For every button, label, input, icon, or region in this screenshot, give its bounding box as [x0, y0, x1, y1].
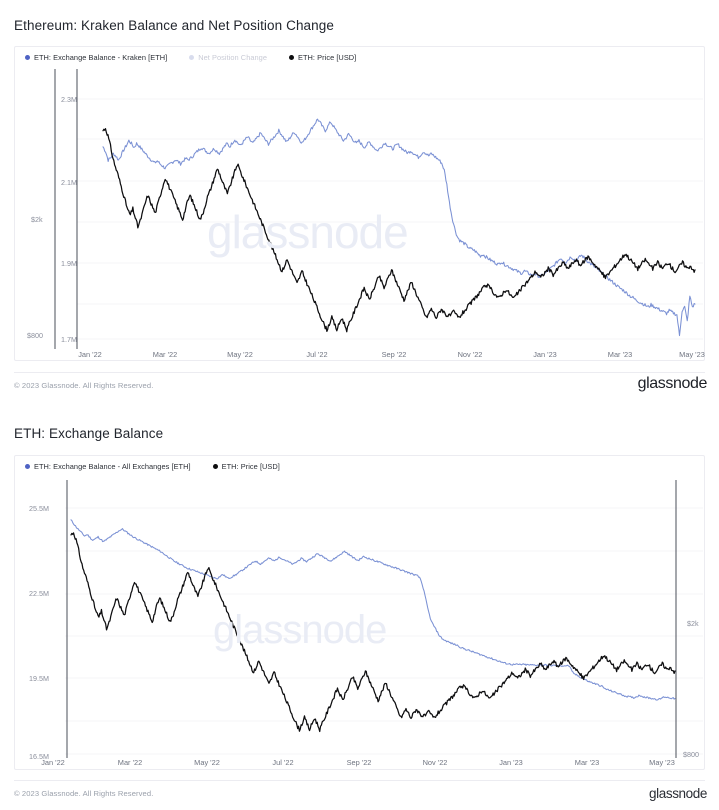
xtick-7: Mar '23	[607, 350, 633, 359]
chart-canvas-exchange-balance	[65, 480, 703, 758]
xaxis-exchange-balance: Jan '22 Mar '22 May '22 Jul '22 Sep '22 …	[0, 758, 719, 772]
legend-item-kraken-balance[interactable]: ETH: Exchange Balance - Kraken [ETH]	[25, 53, 167, 62]
xtick-8: May '23	[649, 758, 675, 767]
xtick-3: Jul '22	[306, 350, 328, 359]
legend-item-eth-price[interactable]: ETH: Price [USD]	[212, 462, 280, 471]
ytick-price-2k: $2k	[31, 215, 43, 224]
xtick-4: Sep '22	[346, 758, 372, 767]
footer-divider	[14, 372, 705, 373]
xtick-2: May '22	[227, 350, 253, 359]
page-title-exchange-balance: ETH: Exchange Balance	[14, 426, 164, 441]
glassnode-logo: glassnode	[649, 786, 707, 801]
glassnode-logo: glassnode	[637, 375, 708, 392]
ytick-balance-19-5m: 19.5M	[29, 674, 49, 683]
chart-panel-exchange-balance[interactable]: ETH: Exchange Balance - All Exchanges [E…	[14, 455, 705, 770]
legend-item-all-exchanges-balance[interactable]: ETH: Exchange Balance - All Exchanges [E…	[25, 462, 191, 471]
xtick-0: Jan '22	[41, 758, 65, 767]
ytick-price-800: $800	[683, 750, 699, 759]
chart-canvas-kraken	[54, 69, 703, 349]
plot-area-exchange-balance	[15, 456, 706, 771]
ytick-balance-1-7m: 1.7M	[61, 335, 77, 344]
legend-label: Net Position Change	[198, 53, 267, 62]
legend-color-dot	[189, 55, 195, 60]
legend-color-dot	[25, 464, 30, 469]
ytick-balance-1-9m: 1.9M	[61, 259, 77, 268]
xtick-5: Nov '22	[422, 758, 448, 767]
ytick-price-2k: $2k	[687, 619, 699, 628]
ytick-balance-25-5m: 25.5M	[29, 504, 49, 513]
legend-label: ETH: Exchange Balance - All Exchanges [E…	[34, 462, 191, 471]
copyright-text: © 2023 Glassnode. All Rights Reserved.	[14, 789, 154, 798]
chart-legend-kraken: ETH: Exchange Balance - Kraken [ETH] Net…	[25, 53, 356, 62]
copyright-text: © 2023 Glassnode. All Rights Reserved.	[14, 381, 154, 390]
xtick-6: Jan '23	[499, 758, 523, 767]
xtick-6: Jan '23	[533, 350, 557, 359]
footer-kraken: © 2023 Glassnode. All Rights Reserved. g…	[0, 372, 719, 402]
xtick-1: Mar '22	[117, 758, 143, 767]
plot-area-kraken	[15, 47, 706, 362]
ytick-balance-16-5m: 16.5M	[29, 752, 49, 761]
legend-label: ETH: Price [USD]	[298, 53, 357, 62]
legend-color-dot	[25, 55, 30, 60]
chart-legend-exchange-balance: ETH: Exchange Balance - All Exchanges [E…	[25, 462, 280, 471]
chart-panel-kraken[interactable]: ETH: Exchange Balance - Kraken [ETH] Net…	[14, 46, 705, 361]
xtick-1: Mar '22	[152, 350, 178, 359]
legend-label: ETH: Exchange Balance - Kraken [ETH]	[34, 53, 168, 62]
xtick-5: Nov '22	[457, 350, 483, 359]
legend-color-dot	[289, 55, 294, 60]
legend-label: ETH: Price [USD]	[221, 462, 280, 471]
xtick-7: Mar '23	[574, 758, 600, 767]
footer-exchange-balance: © 2023 Glassnode. All Rights Reserved. g…	[0, 780, 719, 810]
xtick-0: Jan '22	[78, 350, 102, 359]
legend-item-eth-price[interactable]: ETH: Price [USD]	[289, 53, 356, 62]
xtick-2: May '22	[194, 758, 220, 767]
page-title-kraken: Ethereum: Kraken Balance and Net Positio…	[14, 18, 334, 33]
ytick-balance-2-1m: 2.1M	[61, 178, 77, 187]
xtick-8: May '23	[679, 350, 705, 359]
xtick-4: Sep '22	[381, 350, 407, 359]
footer-divider	[14, 780, 705, 781]
chart-section-exchange-balance: ETH: Exchange Balance ETH: Exchange Bala…	[0, 405, 719, 810]
ytick-price-800: $800	[27, 331, 43, 340]
legend-item-net-position-change[interactable]: Net Position Change	[189, 53, 267, 62]
chart-section-kraken: Ethereum: Kraken Balance and Net Positio…	[0, 18, 719, 402]
legend-color-dot	[212, 464, 218, 469]
ytick-balance-22-5m: 22.5M	[29, 589, 49, 598]
ytick-balance-2-3m: 2.3M	[61, 95, 77, 104]
xaxis-kraken: Jan '22 Mar '22 May '22 Jul '22 Sep '22 …	[0, 350, 719, 364]
xtick-3: Jul '22	[272, 758, 294, 767]
